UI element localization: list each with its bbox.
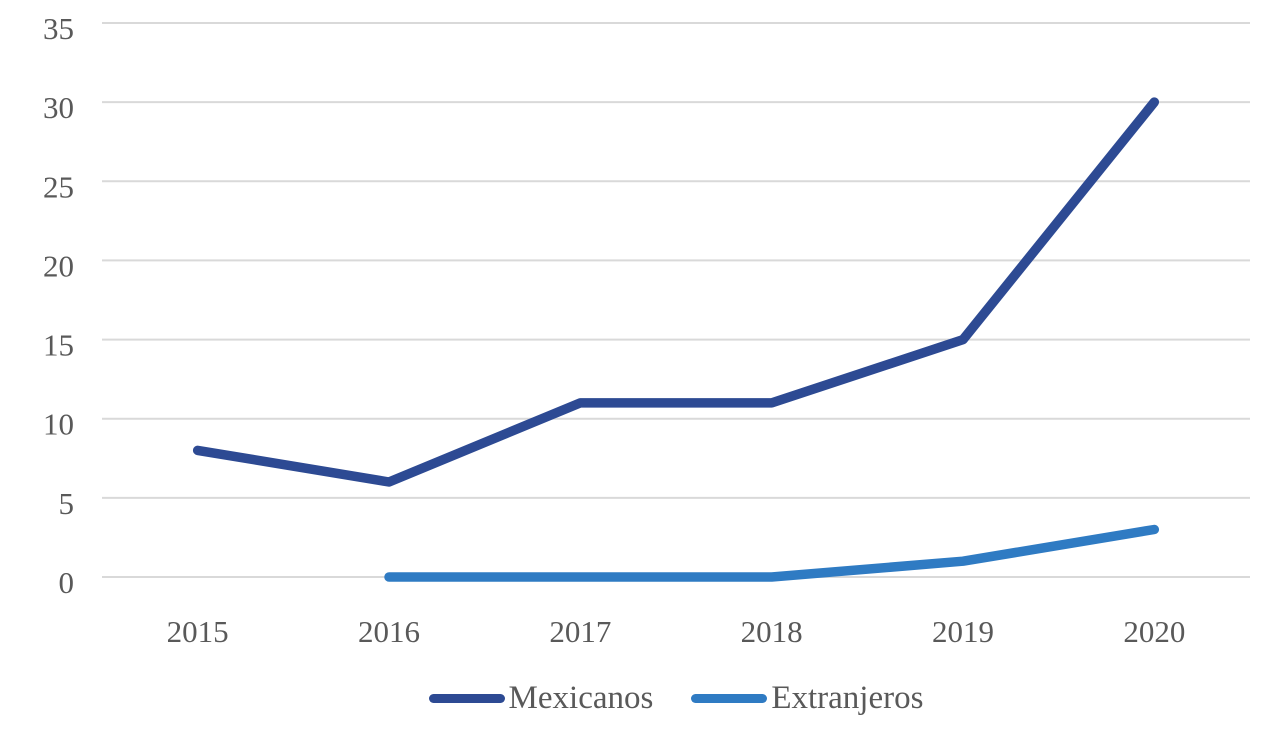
y-tick-label: 10 [43, 407, 74, 442]
legend-item-extranjeros: Extranjeros [691, 679, 924, 716]
x-tick-label: 2019 [932, 614, 994, 649]
y-tick-label: 5 [59, 486, 75, 521]
x-tick-label: 2015 [167, 614, 229, 649]
x-tick-label: 2017 [549, 614, 611, 649]
series-line-mexicanos [192, 97, 1160, 487]
legend-label: Mexicanos [508, 679, 654, 716]
x-tick-label: 2020 [1123, 614, 1185, 649]
y-tick-label: 20 [43, 248, 74, 283]
y-tick-label: 35 [43, 11, 74, 46]
y-tick-label: 25 [43, 169, 74, 204]
y-tick-label: 30 [43, 90, 74, 125]
legend-swatch-extranjeros [691, 693, 768, 703]
x-tick-label: 2018 [741, 614, 803, 649]
legend-swatch-mexicanos [428, 693, 505, 703]
legend: Mexicanos Extranjeros [102, 678, 1250, 718]
legend-item-mexicanos: Mexicanos [428, 679, 654, 716]
series-line-extranjeros [384, 524, 1160, 582]
x-tick-label: 2016 [358, 614, 420, 649]
y-tick-label: 15 [43, 328, 74, 363]
y-tick-label: 0 [59, 565, 75, 600]
legend-label: Extranjeros [771, 679, 924, 716]
